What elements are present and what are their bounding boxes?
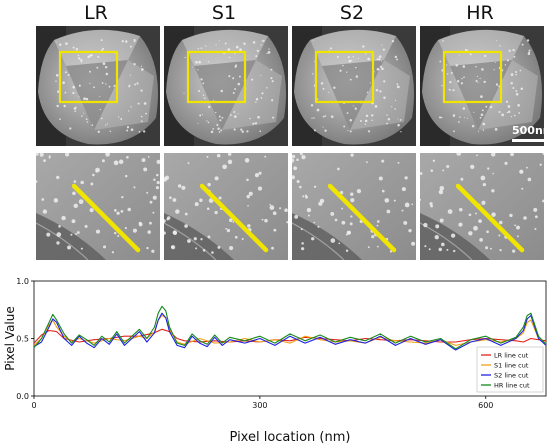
sem-image-s2 (292, 26, 416, 146)
region-box (186, 50, 247, 104)
panel-title-s2: S2 (339, 2, 365, 24)
scale-bar (512, 139, 544, 142)
x-tick-label: 0 (31, 401, 36, 410)
region-box (314, 50, 375, 104)
x-tick-label: 600 (478, 401, 493, 410)
legend-label: HR line cut (494, 382, 530, 390)
x-tick-label: 300 (252, 401, 267, 410)
legend-label: S2 line cut (494, 372, 529, 380)
sem-image-s1 (164, 26, 288, 146)
zoom-image-s1 (164, 153, 288, 260)
y-axis-label: Pixel Value (3, 306, 17, 371)
sem-image-hr (420, 26, 544, 146)
line-cut (327, 183, 397, 253)
panel-title-hr: HR (466, 2, 494, 24)
sem-image-lr (36, 26, 160, 146)
series-line-hr (33, 305, 547, 350)
panel-title-lr: LR (84, 2, 108, 24)
zoom-image-s2 (292, 153, 416, 260)
scale-bar-label: 500nm (512, 124, 550, 137)
y-tick-label: 0.0 (16, 392, 29, 401)
line-cut (71, 183, 141, 253)
panel-title-s1: S1 (211, 2, 237, 24)
line-cut (455, 183, 525, 253)
legend-label: LR line cut (494, 352, 529, 360)
x-axis-label: Pixel location (nm) (230, 430, 351, 445)
region-box (58, 50, 119, 104)
line-cut (199, 183, 269, 253)
series-line-s2 (33, 312, 547, 351)
y-tick-label: 0.5 (16, 335, 29, 344)
line-profile-chart: 0.0 0.5 1.0 0 300 600 Pixel location (nm) Pixel… (3, 277, 547, 445)
region-box (442, 50, 503, 104)
zoom-image-hr (420, 153, 544, 260)
y-tick-label: 1.0 (16, 277, 29, 286)
legend-label: S1 line cut (494, 362, 529, 370)
zoom-image-lr (36, 153, 160, 260)
